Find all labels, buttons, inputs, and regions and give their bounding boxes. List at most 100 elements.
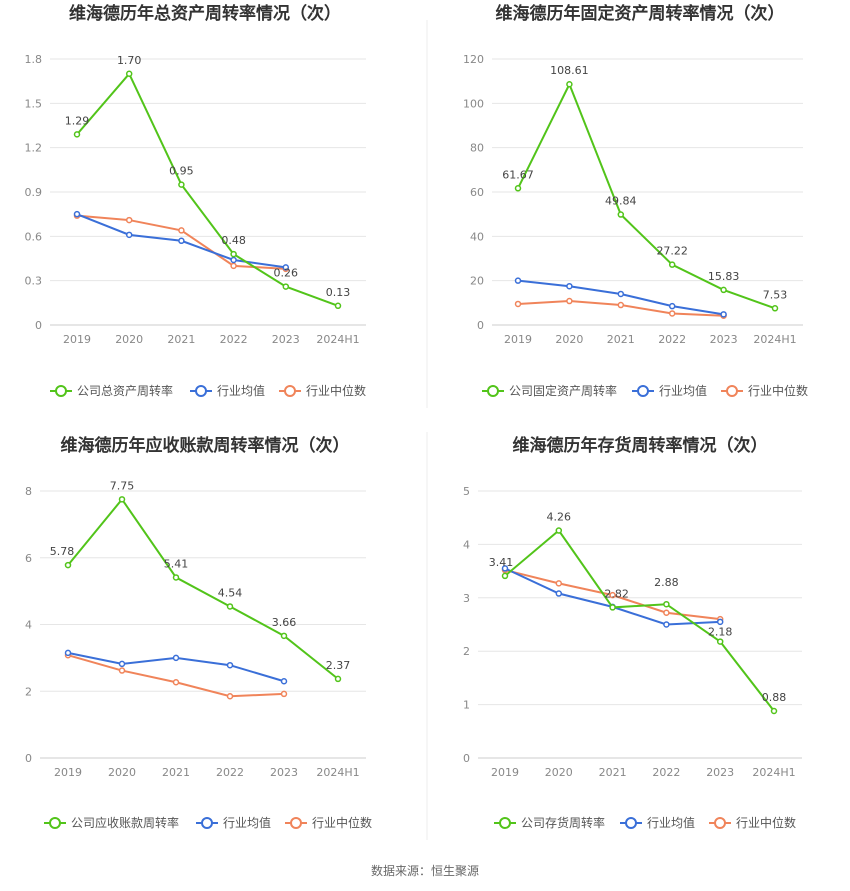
- chart2-data-point: [514, 300, 522, 308]
- chart3-data-point: [334, 675, 342, 683]
- chart1-legend-label: 行业均值: [217, 383, 265, 398]
- chart2-data-point: [617, 211, 625, 218]
- chart2-data-point: [566, 297, 573, 305]
- chart4-data-point: [663, 600, 670, 608]
- chart4-data-label: 0.88: [762, 691, 787, 704]
- chart1-legend-label: 行业中位数: [306, 383, 366, 398]
- chart1-data-point: [334, 302, 342, 310]
- chart2-legend-marker: [637, 385, 649, 397]
- chart1-ytick-label: 1.5: [25, 97, 43, 110]
- chart3-data-label: 5.41: [164, 557, 189, 570]
- chart2-data-point: [720, 311, 727, 318]
- chart2-legend-label: 公司固定资产周转率: [509, 383, 617, 398]
- chart1-data-point: [73, 131, 81, 138]
- chart3-data-point: [118, 496, 126, 503]
- chart1-data-label: 0.48: [221, 234, 246, 247]
- chart1-xtick-label: 2019: [63, 333, 91, 346]
- chart3-xtick-label: 2019: [54, 766, 82, 779]
- chart2-data-point: [720, 286, 727, 294]
- chart3-ytick-label: 4: [25, 619, 32, 632]
- chart4-legend-label: 行业中位数: [736, 815, 796, 830]
- chart3-xtick-label: 2024H1: [316, 766, 359, 779]
- chart2-data-label: 61.67: [502, 168, 534, 181]
- chart4-ytick-label: 4: [463, 538, 470, 551]
- chart3-data-point: [172, 678, 180, 686]
- chart3-xtick-label: 2023: [270, 766, 298, 779]
- chart3-data-point: [64, 561, 72, 569]
- chart4-ytick-label: 3: [463, 592, 470, 605]
- chart3-data-point: [172, 574, 180, 581]
- chart4-data-point: [555, 527, 563, 534]
- chart4-data-point: [716, 618, 724, 626]
- chart2-ytick-label: 20: [470, 275, 484, 288]
- chart2-ytick-label: 120: [463, 53, 484, 66]
- chart1-xtick-label: 2020: [115, 333, 143, 346]
- chart4-data-label: 4.26: [547, 511, 572, 524]
- chart2-data-point: [617, 301, 625, 309]
- chart2-xtick-label: 2020: [555, 333, 583, 346]
- chart3-data-point: [280, 632, 288, 640]
- chart1-xtick-label: 2024H1: [316, 333, 359, 346]
- chart2-ytick-label: 40: [470, 230, 484, 243]
- chart1-title: 维海德历年总资产周转率情况（次）: [69, 3, 341, 24]
- data-source-note: 数据来源：恒生聚源: [370, 864, 479, 878]
- chart2-legend-marker: [726, 385, 738, 397]
- chart1-data-point: [230, 262, 237, 270]
- chart2-data-point: [566, 282, 573, 290]
- chart1-xtick-label: 2022: [220, 333, 248, 346]
- chart4-xtick-label: 2023: [706, 766, 734, 779]
- chart1-data-label: 0.26: [274, 267, 299, 280]
- chart3-series-industry-median-line: [67, 654, 285, 698]
- chart4-data-point: [663, 621, 670, 628]
- chart3-data-label: 5.78: [50, 545, 75, 558]
- chart2-data-point: [514, 277, 522, 284]
- chart4-data-point: [716, 638, 724, 645]
- chart2-data-label: 49.84: [605, 195, 637, 208]
- chart3-xtick-label: 2020: [108, 766, 136, 779]
- chart4-xtick-label: 2020: [545, 766, 573, 779]
- chart1-xtick-label: 2021: [167, 333, 195, 346]
- chart2-xtick-label: 2023: [710, 333, 738, 346]
- chart3-data-label: 3.66: [272, 616, 297, 629]
- chart3-legend-label: 公司应收账款周转率: [71, 815, 179, 830]
- chart3-data-label: 4.54: [218, 586, 243, 599]
- chart4-data-point: [663, 609, 670, 617]
- chart1-legend-marker: [284, 385, 296, 397]
- chart4-ytick-label: 0: [463, 752, 470, 765]
- chart2-data-point: [668, 310, 676, 317]
- chart2-data-label: 15.83: [708, 270, 740, 283]
- chart3-legend-marker: [201, 817, 213, 829]
- chart4-data-label: 2.82: [604, 587, 629, 600]
- chart3-ytick-label: 6: [25, 552, 32, 565]
- chart3-ytick-label: 2: [25, 685, 32, 698]
- chart3-legend-marker: [290, 817, 302, 829]
- chart1-data-point: [73, 210, 81, 218]
- chart4-data-point: [555, 580, 563, 587]
- chart3-legend-label: 行业中位数: [312, 815, 372, 830]
- chart1-legend-marker: [55, 385, 67, 397]
- chart4-xtick-label: 2022: [652, 766, 680, 779]
- chart1-data-point: [125, 70, 133, 78]
- chart1-series-company-line: [76, 71, 339, 307]
- chart3-xtick-label: 2021: [162, 766, 190, 779]
- chart2-xtick-label: 2022: [658, 333, 686, 346]
- chart1-ytick-label: 0.6: [25, 230, 43, 243]
- chart2-xtick-label: 2021: [607, 333, 635, 346]
- chart2-data-label: 27.22: [656, 245, 688, 258]
- chart3-title: 维海德历年应收账款周转率情况（次）: [61, 435, 350, 456]
- chart4-legend-marker: [714, 817, 726, 829]
- chart2-legend-label: 行业均值: [659, 383, 707, 398]
- chart2-data-label: 7.53: [763, 288, 788, 301]
- chart1-ytick-label: 1.2: [25, 142, 43, 155]
- chart3-data-point: [226, 693, 234, 700]
- chart1-legend-label: 公司总资产周转率: [77, 383, 173, 398]
- chart2-data-point: [668, 261, 676, 268]
- chart3-data-label: 7.75: [110, 479, 135, 492]
- chart3-data-point: [226, 603, 234, 610]
- chart4-data-label: 2.88: [654, 576, 679, 589]
- chart3-ytick-label: 0: [25, 752, 32, 765]
- chart3-data-label: 2.37: [326, 659, 351, 672]
- chart1-ytick-label: 0.3: [25, 275, 43, 288]
- chart4-title: 维海德历年存货周转率情况（次）: [513, 435, 768, 456]
